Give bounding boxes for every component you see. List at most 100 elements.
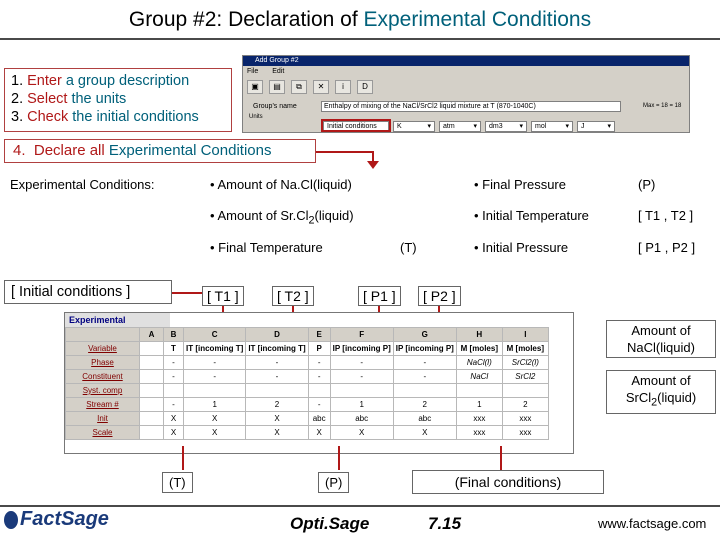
- cell[interactable]: SrCl2: [501, 369, 549, 384]
- cell[interactable]: [392, 383, 457, 398]
- group-description-input[interactable]: Enthalpy of mixing of the NaCl/SrCl2 liq…: [321, 101, 621, 112]
- cell[interactable]: NaCl: [455, 369, 503, 384]
- cell[interactable]: SrCl2(l): [501, 355, 549, 370]
- cell[interactable]: [139, 383, 164, 398]
- column-header-row: A B C D E F G H I: [65, 327, 549, 342]
- cell[interactable]: X: [182, 425, 247, 440]
- cell[interactable]: 2: [392, 397, 457, 412]
- cell[interactable]: X: [163, 425, 184, 440]
- delete-icon[interactable]: ✕: [313, 80, 329, 94]
- cell[interactable]: X: [182, 411, 247, 426]
- cell[interactable]: [307, 383, 331, 398]
- column-header[interactable]: B: [163, 327, 184, 342]
- step-3: 3. Check the initial conditions: [11, 108, 225, 126]
- cell[interactable]: -: [329, 355, 394, 370]
- row-header[interactable]: Variable: [65, 341, 140, 356]
- bracket-p2: [ P2 ]: [418, 286, 461, 306]
- cell[interactable]: T: [163, 341, 184, 356]
- column-header[interactable]: F: [329, 327, 394, 342]
- cell[interactable]: -: [307, 355, 331, 370]
- cell[interactable]: 1: [455, 397, 503, 412]
- cell[interactable]: [139, 341, 164, 356]
- cell[interactable]: M [moles]: [455, 341, 503, 356]
- menu-file[interactable]: File: [247, 68, 259, 75]
- menu-edit[interactable]: Edit: [272, 68, 285, 75]
- cell[interactable]: xxx: [455, 411, 503, 426]
- cell[interactable]: -: [307, 369, 331, 384]
- column-header[interactable]: C: [182, 327, 247, 342]
- footer-url[interactable]: www.factsage.com: [598, 516, 707, 531]
- cell[interactable]: -: [392, 355, 457, 370]
- cell[interactable]: abc: [307, 411, 331, 426]
- column-header[interactable]: G: [392, 327, 457, 342]
- cell[interactable]: -: [307, 397, 331, 412]
- cell[interactable]: X: [245, 411, 309, 426]
- amount-unit-select[interactable]: mol ▾: [531, 121, 573, 132]
- cell[interactable]: X: [163, 411, 184, 426]
- cell[interactable]: [501, 383, 549, 398]
- cell[interactable]: [139, 425, 164, 440]
- copy-icon[interactable]: ⧉: [291, 80, 307, 94]
- cell[interactable]: 1: [182, 397, 247, 412]
- column-header[interactable]: D: [245, 327, 309, 342]
- cell[interactable]: IT [incoming T]: [182, 341, 247, 356]
- volume-unit-select[interactable]: dm3 ▾: [485, 121, 527, 132]
- cell[interactable]: -: [182, 355, 247, 370]
- cell[interactable]: [455, 383, 503, 398]
- cell[interactable]: X: [329, 425, 394, 440]
- cell[interactable]: [245, 383, 309, 398]
- column-header[interactable]: A: [139, 327, 164, 342]
- cell[interactable]: [139, 369, 164, 384]
- cell[interactable]: M [moles]: [501, 341, 549, 356]
- cell[interactable]: [163, 383, 184, 398]
- cell[interactable]: X: [392, 425, 457, 440]
- cell[interactable]: [139, 411, 164, 426]
- cell[interactable]: -: [245, 369, 309, 384]
- cell[interactable]: 1: [329, 397, 394, 412]
- cell[interactable]: [139, 355, 164, 370]
- cell[interactable]: -: [392, 369, 457, 384]
- cell[interactable]: -: [163, 369, 184, 384]
- save-icon[interactable]: ▣: [247, 80, 263, 94]
- column-header[interactable]: E: [307, 327, 331, 342]
- cell[interactable]: IT [incoming T]: [245, 341, 309, 356]
- row-header[interactable]: Constituent: [65, 369, 140, 384]
- cell[interactable]: X: [307, 425, 331, 440]
- row-header[interactable]: Scale: [65, 425, 140, 440]
- cell[interactable]: NaCl(l): [455, 355, 503, 370]
- cell[interactable]: 2: [245, 397, 309, 412]
- bracket-t1: [ T1 ]: [202, 286, 244, 306]
- cell[interactable]: -: [163, 397, 184, 412]
- info-icon[interactable]: i: [335, 80, 351, 94]
- data-icon[interactable]: D: [357, 80, 373, 94]
- row-header[interactable]: Syst. comp: [65, 383, 140, 398]
- cell[interactable]: xxx: [501, 425, 549, 440]
- column-header[interactable]: I: [501, 327, 549, 342]
- cell[interactable]: [182, 383, 247, 398]
- cell[interactable]: -: [182, 369, 247, 384]
- row-header[interactable]: Init: [65, 411, 140, 426]
- column-header[interactable]: H: [455, 327, 503, 342]
- cell[interactable]: 2: [501, 397, 549, 412]
- group-name-label: Group's name: [253, 103, 297, 110]
- cell[interactable]: xxx: [501, 411, 549, 426]
- row-header[interactable]: Phase: [65, 355, 140, 370]
- cell[interactable]: P: [307, 341, 331, 356]
- cell[interactable]: -: [329, 369, 394, 384]
- row-header[interactable]: Stream #: [65, 397, 140, 412]
- temperature-unit-select[interactable]: K ▾: [393, 121, 435, 132]
- cell[interactable]: [139, 397, 164, 412]
- energy-unit-select[interactable]: J ▾: [577, 121, 615, 132]
- open-icon[interactable]: ▤: [269, 80, 285, 94]
- cell[interactable]: IP [incoming P]: [392, 341, 457, 356]
- pressure-unit-select[interactable]: atm ▾: [439, 121, 481, 132]
- cell[interactable]: IP [incoming P]: [329, 341, 394, 356]
- unit-value: mol: [535, 123, 547, 130]
- cell[interactable]: abc: [329, 411, 394, 426]
- cell[interactable]: X: [245, 425, 309, 440]
- cell[interactable]: -: [163, 355, 184, 370]
- cell[interactable]: [329, 383, 394, 398]
- cell[interactable]: abc: [392, 411, 457, 426]
- cell[interactable]: xxx: [455, 425, 503, 440]
- cell[interactable]: -: [245, 355, 309, 370]
